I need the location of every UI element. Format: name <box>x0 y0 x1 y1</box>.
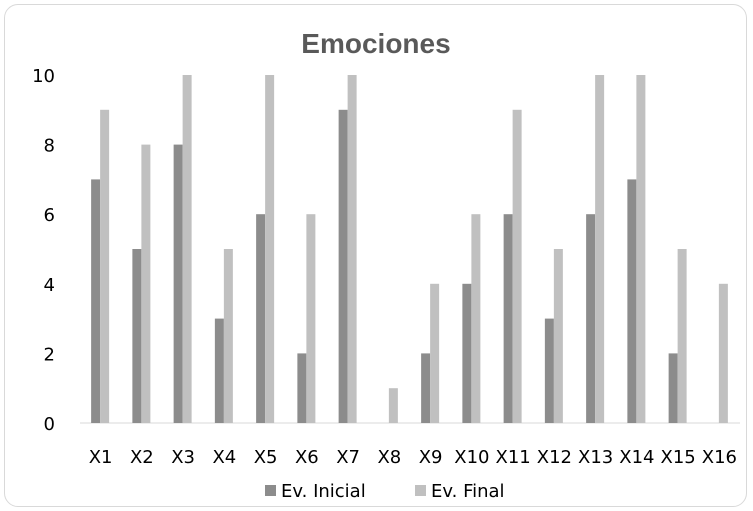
bar-ev-inicial-x12 <box>544 318 554 423</box>
bar-ev-inicial-x11 <box>503 214 513 423</box>
bars <box>91 75 728 424</box>
legend-label: Ev. Inicial <box>281 481 366 502</box>
x-tick-label: X3 <box>171 447 195 468</box>
bar-ev-final-x10 <box>471 214 481 423</box>
x-tick-label: X6 <box>295 447 319 468</box>
legend-label: Ev. Final <box>431 481 505 502</box>
bar-ev-inicial-x5 <box>256 214 266 423</box>
bar-ev-inicial-x14 <box>627 179 637 423</box>
y-tick-label: 4 <box>44 275 55 296</box>
bar-ev-final-x14 <box>636 75 646 423</box>
x-tick-label: X10 <box>454 447 489 468</box>
bar-ev-inicial-x4 <box>214 318 224 423</box>
bar-ev-final-x7 <box>347 75 357 423</box>
x-tick-label: X7 <box>336 447 360 468</box>
x-tick-label: X15 <box>661 447 696 468</box>
x-tick-label: X13 <box>578 447 613 468</box>
x-tick-label: X5 <box>254 447 278 468</box>
bar-ev-final-x16 <box>718 283 728 423</box>
x-tick-label: X16 <box>702 447 737 468</box>
chart-title: Emociones <box>301 28 450 59</box>
legend-swatch <box>415 485 426 496</box>
bar-ev-final-x12 <box>553 249 563 423</box>
x-tick-label: X11 <box>496 447 531 468</box>
bar-ev-final-x15 <box>677 249 687 423</box>
legend-swatch <box>265 485 276 496</box>
bar-ev-inicial-x2 <box>132 249 142 423</box>
y-tick-label: 0 <box>44 414 55 435</box>
bar-ev-final-x2 <box>141 144 151 423</box>
bar-ev-inicial-x15 <box>668 353 678 423</box>
bar-ev-final-x3 <box>182 75 192 423</box>
bar-ev-final-x1 <box>100 109 110 424</box>
bar-ev-inicial-x10 <box>462 283 472 423</box>
x-tick-label: X8 <box>377 447 401 468</box>
x-tick-label: X1 <box>89 447 113 468</box>
bar-ev-inicial-x9 <box>421 353 431 423</box>
y-tick-label: 6 <box>44 205 55 226</box>
bar-ev-inicial-x6 <box>297 353 307 423</box>
bar-ev-inicial-x13 <box>586 214 596 423</box>
y-axis: 0 2 4 6 8 10 <box>32 66 55 435</box>
bar-ev-final-x13 <box>595 75 605 423</box>
bar-ev-final-x8 <box>388 388 398 423</box>
bar-ev-final-x11 <box>512 109 522 424</box>
x-axis: X1 X2 X3 X4 X5 X6 X7 X8 X9 X10 X11 X12 X13 X14 X15 X16 <box>89 447 737 468</box>
bar-ev-final-x6 <box>306 214 316 423</box>
bar-ev-final-x5 <box>265 75 275 423</box>
y-tick-label: 10 <box>32 66 55 87</box>
legend: Ev. Inicial Ev. Final <box>265 481 505 502</box>
x-tick-label: X12 <box>537 447 572 468</box>
y-tick-label: 8 <box>44 136 55 157</box>
bar-ev-final-x4 <box>223 249 233 423</box>
x-tick-label: X2 <box>130 447 154 468</box>
bar-ev-inicial-x3 <box>173 144 183 423</box>
y-tick-label: 2 <box>44 344 55 365</box>
x-tick-label: X9 <box>419 447 443 468</box>
x-tick-label: X4 <box>212 447 236 468</box>
x-tick-label: X14 <box>619 447 654 468</box>
bar-ev-inicial-x1 <box>91 179 101 423</box>
bar-ev-final-x9 <box>430 283 440 423</box>
bar-ev-inicial-x7 <box>338 109 348 424</box>
